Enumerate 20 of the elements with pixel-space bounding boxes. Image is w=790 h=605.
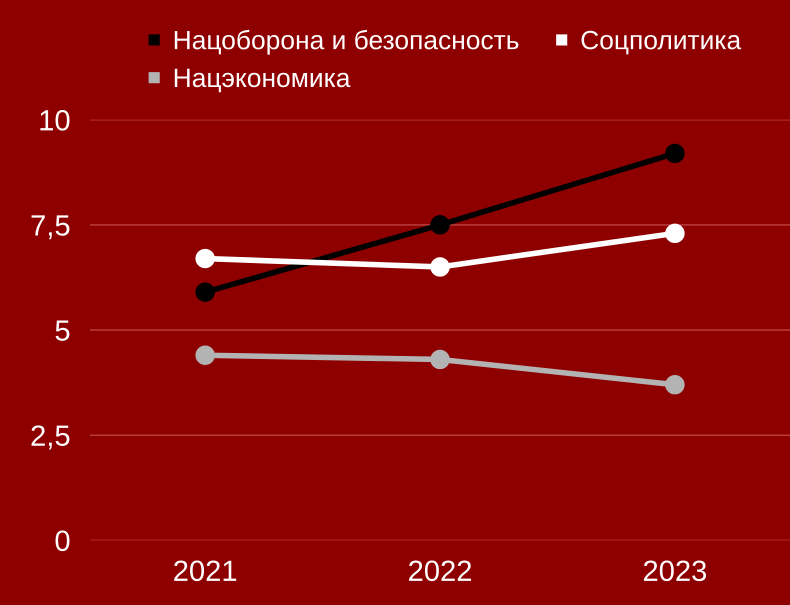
y-tick-label: 10 [40,110,70,131]
point [665,374,685,394]
point [195,346,215,365]
point [665,224,685,244]
legend-label: Нацоборона и безопасность [174,30,518,55]
y-tick-label: 5 [56,320,70,341]
legend-label: Соцполитика [582,30,742,54]
point [665,144,685,164]
y-tick-label: 2,5 [32,425,70,450]
point [195,282,215,302]
y-tick-label: 0 [56,530,70,552]
point [430,215,450,235]
y-tick-label: 7,5 [32,215,70,240]
x-tick-label: 2023 [644,560,706,582]
point [430,257,450,277]
point [195,248,215,268]
legend-label: Нацэкономика [174,68,350,92]
point [430,350,450,370]
x-tick-label: 2022 [409,560,472,582]
x-tick-label: 2021 [174,560,236,582]
